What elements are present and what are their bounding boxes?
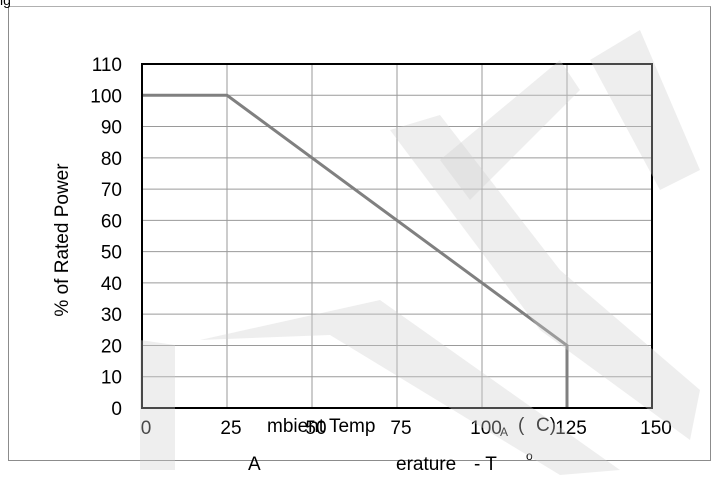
series-group — [142, 93, 569, 408]
x-tick-125: 125 — [555, 418, 587, 439]
y-tick-labels: 0 10 20 30 40 50 60 70 80 90 100 110 — [90, 55, 122, 420]
x-tick-150: 150 — [640, 418, 672, 439]
figure-caption-fragment: ig — [0, 0, 11, 8]
x-tick-0: 0 — [141, 418, 152, 439]
y-tick-40: 40 — [101, 274, 122, 295]
grid-lines — [141, 63, 653, 409]
y-tick-10: 10 — [101, 368, 122, 389]
y-tick-20: 20 — [101, 336, 122, 357]
derating-curve-0 — [142, 93, 569, 408]
y-tick-70: 70 — [101, 180, 122, 201]
x-axis-label-open-paren: ( — [518, 415, 525, 436]
y-tick-30: 30 — [101, 305, 122, 326]
x-axis-label-subscript-a: A — [500, 425, 508, 439]
y-tick-90: 90 — [101, 118, 122, 139]
y-tick-60: 60 — [101, 211, 122, 232]
x-tick-100: 100 — [470, 418, 502, 439]
x-tick-25: 25 — [220, 418, 241, 439]
degree-symbol: o — [526, 449, 533, 463]
x-axis-label-close-paren: C) — [536, 415, 556, 436]
plot-border — [141, 63, 653, 409]
y-tick-80: 80 — [101, 149, 122, 170]
chart-frame — [8, 6, 711, 461]
y-tick-110: 110 — [92, 55, 122, 76]
y-tick-0: 0 — [111, 399, 122, 420]
x-axis-label-fragment-mbient: mbient Temp — [267, 416, 375, 437]
y-tick-50: 50 — [101, 243, 122, 264]
x-axis-label-fragment-a: A — [248, 454, 261, 475]
y-tick-100: 100 — [90, 86, 122, 107]
x-tick-50: 50 — [305, 418, 326, 439]
x-axis-label-fragment-erature: erature — [396, 454, 456, 475]
y-axis-label: % of Rated Power — [52, 163, 73, 317]
x-axis-label-fragment-dash-t: - T — [474, 454, 497, 475]
x-tick-75: 75 — [390, 418, 411, 439]
x-tick-labels: 0 25 50 75 100 125 150 — [141, 418, 672, 439]
